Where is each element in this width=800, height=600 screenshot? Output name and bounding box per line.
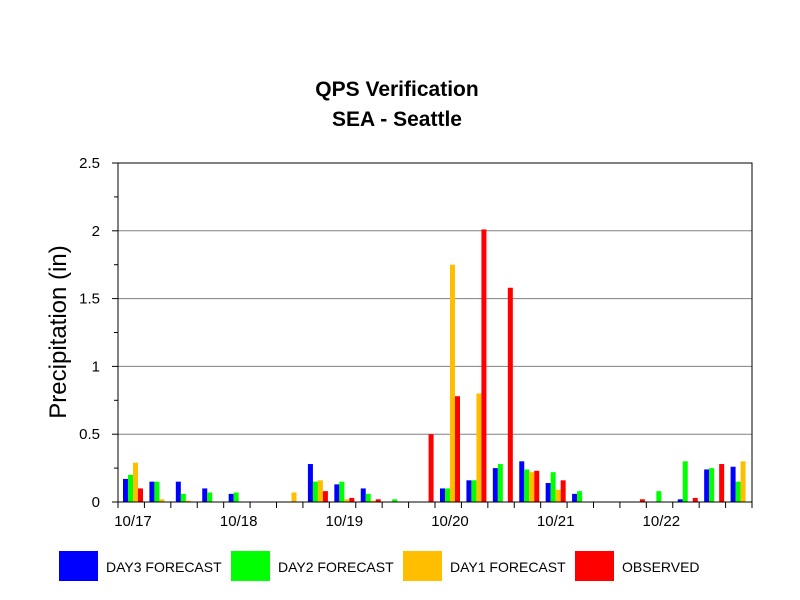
bar bbox=[492, 468, 498, 502]
bar bbox=[572, 493, 578, 502]
bar bbox=[128, 474, 133, 502]
bar bbox=[334, 484, 340, 502]
bar bbox=[740, 461, 746, 502]
legend: DAY3 FORECAST DAY2 FORECAST DAY1 FORECAST O… bbox=[59, 551, 700, 581]
bar bbox=[455, 396, 460, 502]
bar bbox=[123, 478, 128, 502]
bar bbox=[307, 464, 313, 502]
bar bbox=[365, 493, 371, 502]
bar bbox=[175, 481, 181, 502]
bar bbox=[180, 493, 186, 502]
bar bbox=[555, 489, 561, 502]
bar bbox=[360, 488, 366, 502]
bar bbox=[550, 472, 556, 502]
y-tick-label: 2.5 bbox=[79, 155, 100, 172]
y-tick-label: 2 bbox=[92, 223, 100, 240]
bar bbox=[339, 481, 345, 502]
bar bbox=[392, 499, 398, 502]
legend-swatch bbox=[403, 551, 442, 581]
plot-area bbox=[117, 162, 753, 503]
y-axis-label: Precipitation (in) bbox=[45, 245, 72, 418]
legend-label: DAY1 FORECAST bbox=[450, 559, 566, 575]
bar bbox=[656, 491, 662, 502]
bar bbox=[228, 493, 234, 502]
legend-swatch bbox=[59, 551, 98, 581]
bar bbox=[428, 434, 434, 502]
bar bbox=[445, 488, 450, 502]
bar bbox=[719, 464, 725, 502]
bars bbox=[123, 229, 746, 502]
y-tick-label: 0.5 bbox=[79, 426, 100, 443]
bar bbox=[735, 481, 741, 502]
bar bbox=[481, 229, 487, 502]
bar bbox=[476, 393, 482, 502]
bar bbox=[524, 469, 530, 502]
y-tick-label: 1.5 bbox=[79, 291, 100, 308]
y-tick-label: 0 bbox=[92, 494, 100, 511]
bar bbox=[450, 264, 455, 502]
bar bbox=[560, 480, 566, 502]
bar bbox=[159, 499, 165, 502]
bar bbox=[730, 466, 736, 502]
bar bbox=[545, 483, 551, 502]
x-tick-label: 10/21 bbox=[537, 513, 575, 530]
bar bbox=[519, 461, 525, 502]
bar bbox=[185, 500, 191, 502]
bar bbox=[577, 491, 583, 502]
bar bbox=[534, 470, 540, 502]
x-tick-label: 10/20 bbox=[431, 513, 469, 530]
legend-swatch bbox=[575, 551, 614, 581]
bar bbox=[529, 472, 535, 502]
bar bbox=[291, 492, 297, 502]
bar bbox=[507, 287, 513, 502]
y-axis: 0 0.5 1 1.5 2 2.5 bbox=[79, 155, 118, 511]
bar bbox=[639, 499, 645, 502]
bar bbox=[375, 499, 381, 502]
bar bbox=[440, 488, 445, 502]
bar bbox=[709, 468, 715, 502]
bar bbox=[344, 499, 350, 502]
chart-title: QPS Verification bbox=[315, 78, 478, 101]
chart-subtitle: SEA - Seattle bbox=[332, 108, 462, 131]
x-tick-label: 10/17 bbox=[114, 513, 152, 530]
bar bbox=[154, 481, 160, 502]
bar bbox=[202, 488, 208, 502]
bar bbox=[682, 461, 688, 502]
bar bbox=[466, 480, 472, 502]
bar bbox=[471, 480, 477, 502]
bar bbox=[317, 480, 323, 502]
x-axis: 10/17 10/18 10/19 10/20 10/21 10/22 bbox=[114, 502, 753, 530]
bar bbox=[312, 481, 318, 502]
bar bbox=[692, 497, 698, 502]
bar bbox=[207, 492, 213, 502]
bar bbox=[149, 481, 155, 502]
bar bbox=[497, 464, 503, 502]
bar bbox=[233, 492, 239, 502]
legend-label: DAY2 FORECAST bbox=[278, 559, 394, 575]
y-tick-label: 1 bbox=[92, 358, 100, 375]
legend-label: DAY3 FORECAST bbox=[106, 559, 222, 575]
bar bbox=[704, 469, 710, 502]
gridlines bbox=[118, 230, 752, 435]
bar bbox=[138, 488, 143, 502]
bar bbox=[370, 500, 376, 502]
x-tick-label: 10/18 bbox=[220, 513, 258, 530]
bar bbox=[322, 491, 328, 502]
bar bbox=[349, 497, 355, 502]
bar bbox=[677, 499, 683, 502]
x-tick-label: 10/19 bbox=[326, 513, 364, 530]
legend-label: OBSERVED bbox=[622, 559, 700, 575]
legend-swatch bbox=[231, 551, 270, 581]
x-tick-label: 10/22 bbox=[643, 513, 681, 530]
bar bbox=[133, 462, 138, 502]
